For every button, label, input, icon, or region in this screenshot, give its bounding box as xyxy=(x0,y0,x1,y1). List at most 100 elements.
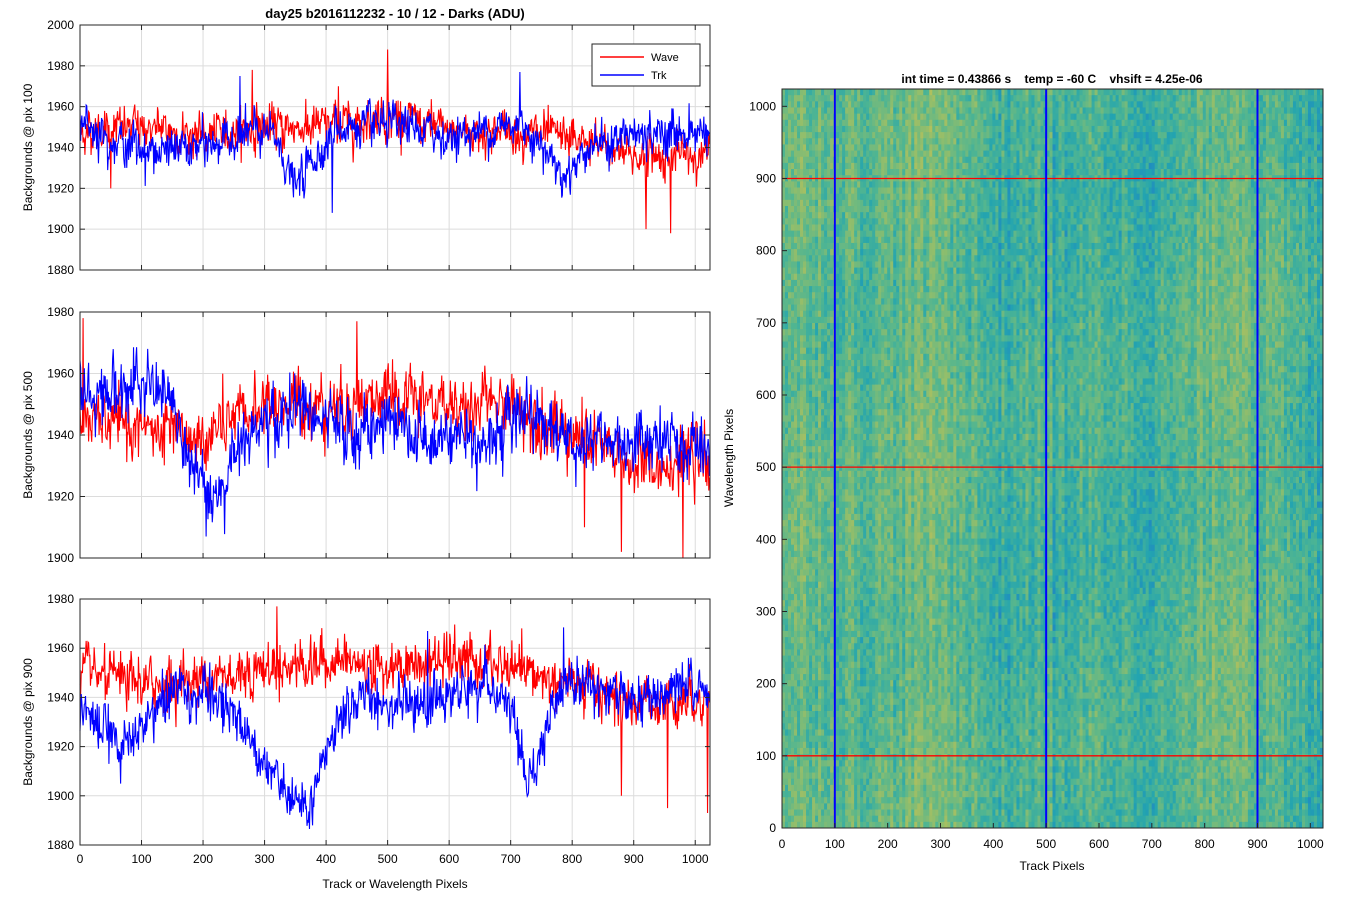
heatmap-cell xyxy=(1073,144,1077,151)
heatmap-cell xyxy=(1088,169,1092,176)
heatmap-cell xyxy=(803,187,807,195)
heatmap-cell xyxy=(905,132,909,139)
heatmap-cell xyxy=(830,119,834,127)
heatmap-cell xyxy=(800,125,804,133)
heatmap-cell xyxy=(935,138,939,145)
heatmap-cell xyxy=(1100,193,1104,201)
heatmap-cell xyxy=(1058,125,1062,133)
heatmap-cell xyxy=(842,144,846,151)
heatmap-cell xyxy=(1175,95,1180,102)
heatmap-cell xyxy=(986,89,990,96)
heatmap-cell xyxy=(959,162,963,170)
heatmap-cell xyxy=(836,199,840,207)
heatmap-cell xyxy=(995,89,999,96)
heatmap-cell xyxy=(1262,242,1267,250)
heatmap-cell xyxy=(1307,132,1312,139)
heatmap-cell xyxy=(788,169,792,176)
heatmap-cell xyxy=(1130,144,1135,151)
heatmap-cell xyxy=(1169,101,1174,108)
heatmap-cell xyxy=(1238,156,1243,164)
heatmap-cell xyxy=(1214,224,1219,232)
heatmap-cell xyxy=(890,236,894,244)
heatmap-cell xyxy=(875,156,879,164)
heatmap-cell xyxy=(1274,236,1279,244)
heatmap-cell xyxy=(1220,199,1225,207)
heatmap-cell xyxy=(842,224,846,232)
heatmap-cell xyxy=(842,242,846,250)
heatmap-cell xyxy=(1142,101,1147,108)
heatmap-cell xyxy=(932,181,936,188)
heatmap-cell xyxy=(878,187,882,195)
heatmap-cell xyxy=(800,162,804,170)
heatmap-cell xyxy=(1151,187,1156,195)
heatmap-cell xyxy=(869,206,873,213)
heatmap-cell xyxy=(1058,187,1062,195)
heatmap-cell xyxy=(962,138,966,145)
heatmap-cell xyxy=(1070,89,1074,96)
heatmap-cell xyxy=(977,95,981,102)
heatmap-cell xyxy=(1061,181,1065,188)
heatmap-cell xyxy=(893,169,897,176)
heatmap-cell xyxy=(1205,230,1210,238)
heatmap-cell xyxy=(896,236,900,244)
heatmap-cell xyxy=(1142,199,1147,207)
heatmap-cell xyxy=(1067,125,1071,133)
heatmap-cell xyxy=(1211,89,1216,96)
heatmap-cell xyxy=(839,212,843,219)
heatmap-cell xyxy=(1025,125,1029,133)
heatmap-cell xyxy=(908,242,912,250)
heatmap-cell xyxy=(1115,169,1120,176)
heatmap-cell xyxy=(821,193,825,201)
heatmap-cell xyxy=(1226,132,1231,139)
heatmap-cell xyxy=(1226,156,1231,164)
heatmap-cell xyxy=(797,249,801,256)
heatmap-cell xyxy=(1148,119,1153,127)
heatmap-cell xyxy=(995,199,999,207)
heatmap-cell xyxy=(1028,162,1032,170)
heatmap-cell xyxy=(968,95,972,102)
heatmap-cell xyxy=(953,242,957,250)
heatmap-cell xyxy=(929,224,933,232)
heatmap-cell xyxy=(818,138,822,145)
heatmap-cell xyxy=(1304,224,1309,232)
heatmap-cell xyxy=(1115,162,1120,170)
heatmap-cell xyxy=(1301,150,1306,158)
heatmap-cell xyxy=(845,132,849,139)
heatmap-cell xyxy=(1040,212,1044,219)
heatmap-cell xyxy=(995,187,999,195)
heatmap-cell xyxy=(1268,150,1273,158)
heatmap-cell xyxy=(1004,242,1008,250)
heatmap-cell xyxy=(1250,181,1255,188)
heatmap-cell xyxy=(959,89,963,96)
heatmap-cell xyxy=(1202,101,1207,108)
heatmap-cell xyxy=(1118,125,1123,133)
heatmap-cell xyxy=(899,138,903,145)
heatmap-cell xyxy=(1187,125,1192,133)
heatmap-cell xyxy=(1148,150,1153,158)
heatmap-cell xyxy=(1226,206,1231,213)
heatmap-cell xyxy=(1235,89,1240,96)
heatmap-cell xyxy=(902,169,906,176)
y-tick-label: 1960 xyxy=(47,367,74,381)
heatmap-cell xyxy=(965,113,969,121)
heatmap-cell xyxy=(938,212,942,219)
heatmap-cell xyxy=(1265,206,1270,213)
heatmap-cell xyxy=(782,236,786,244)
heatmap-cell xyxy=(875,95,879,102)
heatmap-cell xyxy=(1208,132,1213,139)
heatmap-cell xyxy=(1103,144,1107,151)
heatmap-cell xyxy=(1271,113,1276,121)
heatmap-cell xyxy=(1100,144,1104,151)
heatmap-cell xyxy=(1244,193,1249,201)
heatmap-cell xyxy=(1172,101,1177,108)
heatmap-cell xyxy=(959,224,963,232)
heatmap-cell xyxy=(1004,199,1008,207)
heatmap-cell xyxy=(1262,156,1267,164)
heatmap-cell xyxy=(1019,212,1023,219)
heatmap-cell xyxy=(1013,132,1017,139)
heatmap-cell xyxy=(812,181,816,188)
heatmap-cell xyxy=(1187,199,1192,207)
heatmap-cell xyxy=(1049,138,1053,145)
heatmap-cell xyxy=(1280,162,1285,170)
heatmap-cell xyxy=(1082,132,1086,139)
